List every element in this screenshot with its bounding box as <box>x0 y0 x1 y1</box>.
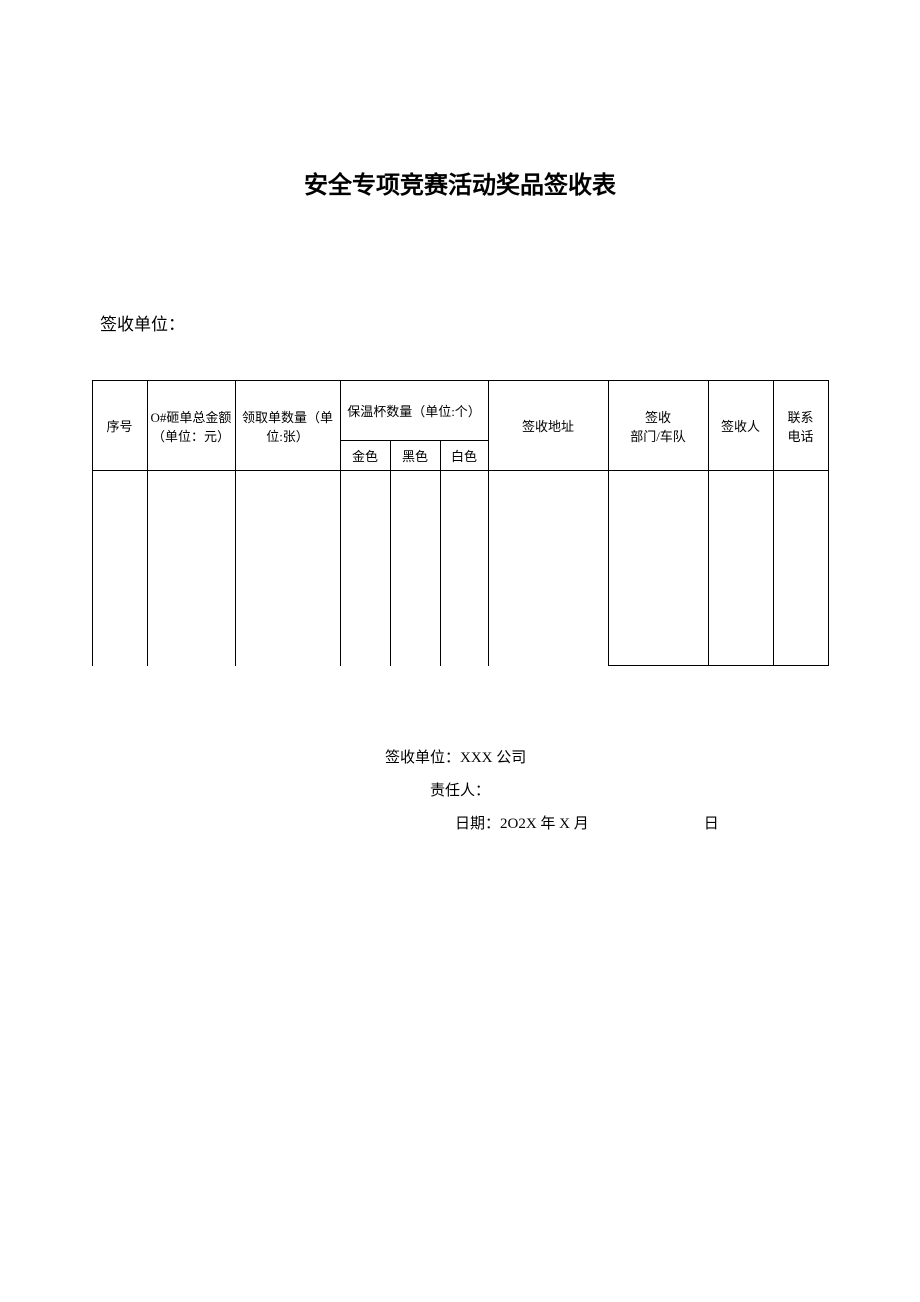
th-dept-l1: 签收 <box>645 410 671 425</box>
th-cup: 保温杯数量（单位:个） <box>340 381 488 441</box>
th-black: 黑色 <box>390 441 440 471</box>
table-row <box>92 471 828 666</box>
cell-white <box>440 471 488 666</box>
th-phone-l2: 电话 <box>787 429 813 444</box>
th-amount-l1: O#砸单总金额 <box>151 410 232 425</box>
th-qty-l2: 位:张） <box>266 429 309 444</box>
cell-seq <box>92 471 147 666</box>
cell-amount <box>147 471 235 666</box>
footer-date-day: 日 <box>704 812 719 833</box>
th-address: 签收地址 <box>488 381 608 471</box>
th-dept: 签收 部门/车队 <box>608 381 708 471</box>
page-title: 安全专项竞赛活动奖品签收表 <box>50 165 870 200</box>
cell-qty <box>235 471 340 666</box>
footer-unit-label: 签收单位： <box>385 750 460 766</box>
cell-gold <box>340 471 390 666</box>
footer-date-label: 日期： <box>455 816 500 832</box>
th-qty: 领取单数量（单 位:张） <box>235 381 340 471</box>
footer: 签收单位：XXX 公司 责任人： 日期：2O2X 年 X 月 日 <box>50 746 870 833</box>
cell-dept <box>608 471 708 666</box>
footer-person: 责任人： <box>430 779 870 800</box>
table-header-row1: 序号 O#砸单总金额 （单位：元） 领取单数量（单 位:张） 保温杯数量（单位:… <box>92 381 828 441</box>
th-white: 白色 <box>440 441 488 471</box>
unit-label: 签收单位： <box>100 310 870 335</box>
th-amount-l2: （单位： <box>152 429 204 444</box>
th-signer: 签收人 <box>708 381 773 471</box>
th-amount: O#砸单总金额 （单位：元） <box>147 381 235 471</box>
cell-black <box>390 471 440 666</box>
th-dept-l2: 部门/车队 <box>630 429 686 444</box>
th-gold: 金色 <box>340 441 390 471</box>
th-seq: 序号 <box>92 381 147 471</box>
receipt-table: 序号 O#砸单总金额 （单位：元） 领取单数量（单 位:张） 保温杯数量（单位:… <box>92 380 829 666</box>
cell-phone <box>773 471 828 666</box>
th-phone: 联系 电话 <box>773 381 828 471</box>
footer-date: 日期：2O2X 年 X 月 日 <box>455 812 870 833</box>
cell-signer <box>708 471 773 666</box>
th-phone-l1: 联系 <box>787 410 813 425</box>
footer-date-value: 2O2X 年 X 月 <box>500 816 589 832</box>
th-amount-unit: 元 <box>204 429 217 444</box>
th-qty-l1: 领取单数量（单 <box>242 410 333 425</box>
footer-unit-value: XXX 公司 <box>460 750 526 766</box>
footer-unit: 签收单位：XXX 公司 <box>385 746 870 767</box>
th-amount-close: ） <box>217 429 230 444</box>
cell-address <box>488 471 608 666</box>
